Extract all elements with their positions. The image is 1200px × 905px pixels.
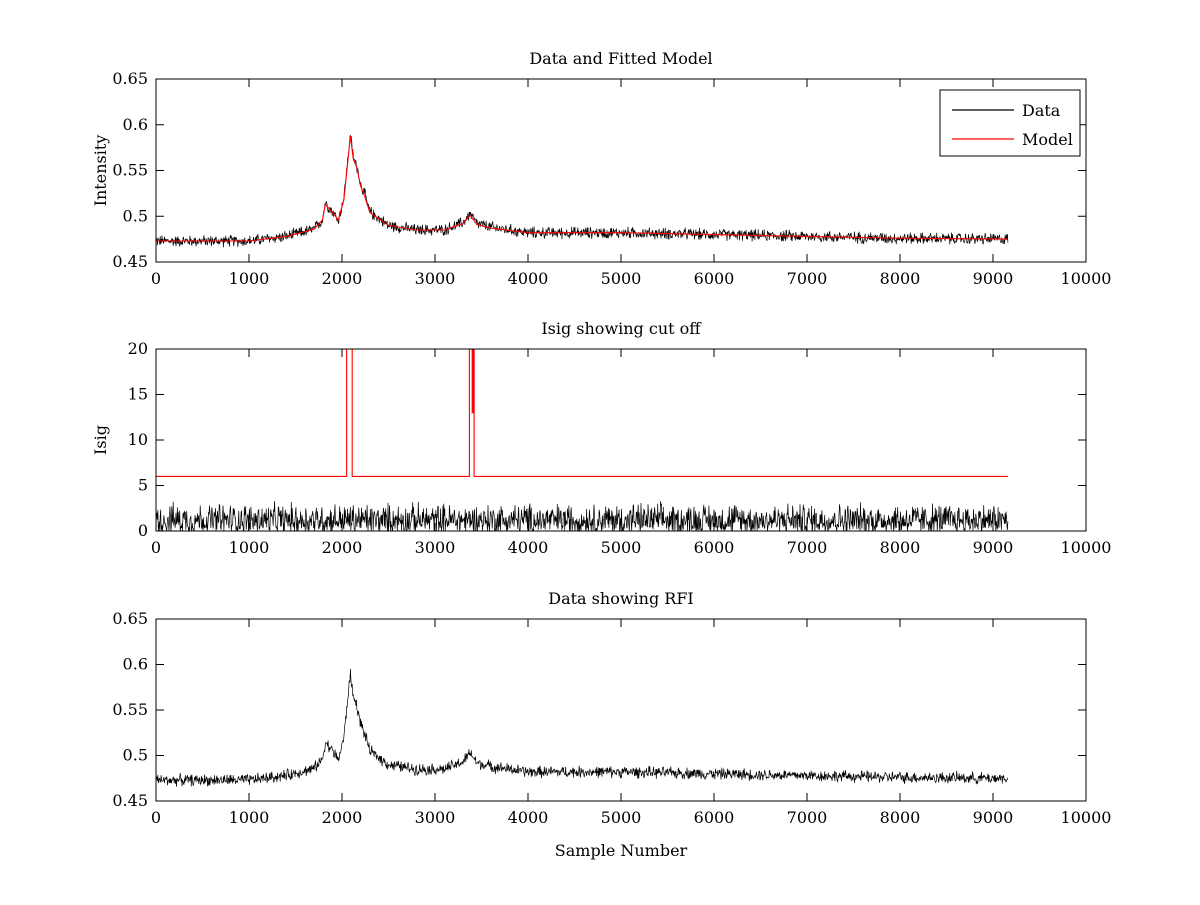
y-tick-label: 0.6 (123, 115, 148, 134)
y-tick-label: 15 (128, 385, 148, 404)
x-tick-label: 3000 (415, 808, 456, 827)
x-tick-label: 1000 (229, 269, 270, 288)
y-tick-label: 0.65 (112, 609, 148, 628)
x-tick-label: 9000 (973, 808, 1014, 827)
x-tick-label: 4000 (508, 538, 549, 557)
legend-label-model: Model (1022, 130, 1073, 149)
x-tick-label: 8000 (880, 269, 921, 288)
y-axis-label: Intensity (91, 135, 110, 207)
x-tick-label: 2000 (322, 269, 363, 288)
x-tick-label: 4000 (508, 269, 549, 288)
x-tick-label: 5000 (601, 808, 642, 827)
series-line-isig (156, 500, 1009, 531)
x-tick-label: 7000 (787, 269, 828, 288)
x-tick-label: 1000 (229, 808, 270, 827)
x-tick-label: 0 (151, 808, 161, 827)
y-tick-label: 0.5 (123, 206, 148, 225)
x-tick-label: 10000 (1061, 538, 1112, 557)
y-tick-label: 10 (128, 430, 148, 449)
x-tick-label: 3000 (415, 269, 456, 288)
x-tick-label: 10000 (1061, 269, 1112, 288)
x-tick-label: 5000 (601, 538, 642, 557)
series-line-data (156, 668, 1009, 787)
x-tick-label: 3000 (415, 538, 456, 557)
series-group (156, 134, 1009, 248)
y-tick-label: 0.65 (112, 69, 148, 88)
x-tick-label: 8000 (880, 808, 921, 827)
y-tick-label: 5 (138, 476, 148, 495)
y-tick-label: 0.45 (112, 252, 148, 271)
x-tick-label: 4000 (508, 808, 549, 827)
legend-label-data: Data (1022, 101, 1061, 120)
x-tick-label: 2000 (322, 538, 363, 557)
y-axis-label: Isig (91, 425, 110, 455)
series-group (156, 668, 1009, 787)
x-tick-label: 6000 (694, 808, 735, 827)
y-tick-label: 0.45 (112, 791, 148, 810)
series-group (156, 349, 1009, 531)
y-tick-label: 0.5 (123, 746, 148, 765)
series-line-model (156, 135, 1008, 242)
x-tick-label: 9000 (973, 538, 1014, 557)
x-tick-label: 10000 (1061, 808, 1112, 827)
x-tick-label: 2000 (322, 808, 363, 827)
chart-title: Isig showing cut off (541, 319, 702, 338)
y-tick-label: 0.55 (112, 161, 148, 180)
y-tick-label: 0.6 (123, 655, 148, 674)
x-tick-label: 7000 (787, 538, 828, 557)
panel-2: 0 1000 2000 3000 4000 5000 6000 7000 8000 9000 100… (91, 319, 1111, 557)
x-tick-label: 5000 (601, 269, 642, 288)
x-tick-label: 6000 (694, 269, 735, 288)
x-tick-label: 7000 (787, 808, 828, 827)
legend: Data Model (939, 89, 1081, 157)
legend-box (939, 89, 1081, 157)
x-tick-label: 0 (151, 538, 161, 557)
y-tick-label: 20 (128, 339, 148, 358)
x-tick-label: 1000 (229, 538, 270, 557)
plot-area (156, 79, 1086, 262)
chart-title: Data showing RFI (548, 589, 693, 608)
x-tick-label: 8000 (880, 538, 921, 557)
chart-title: Data and Fitted Model (529, 49, 712, 68)
y-tick-label: 0 (138, 521, 148, 540)
x-axis-label: Sample Number (555, 841, 688, 860)
x-tick-label: 0 (151, 269, 161, 288)
panel-3: 0 1000 2000 3000 4000 5000 6000 7000 8000 9000 100… (112, 589, 1111, 860)
panel-1: 0 1000 2000 3000 4000 5000 6000 7000 8000 9000 100… (91, 49, 1111, 288)
plot-area (156, 349, 1086, 531)
y-tick-label: 0.55 (112, 700, 148, 719)
x-tick-label: 9000 (973, 269, 1014, 288)
series-line-cut-off (156, 349, 1008, 477)
x-tick-label: 6000 (694, 538, 735, 557)
